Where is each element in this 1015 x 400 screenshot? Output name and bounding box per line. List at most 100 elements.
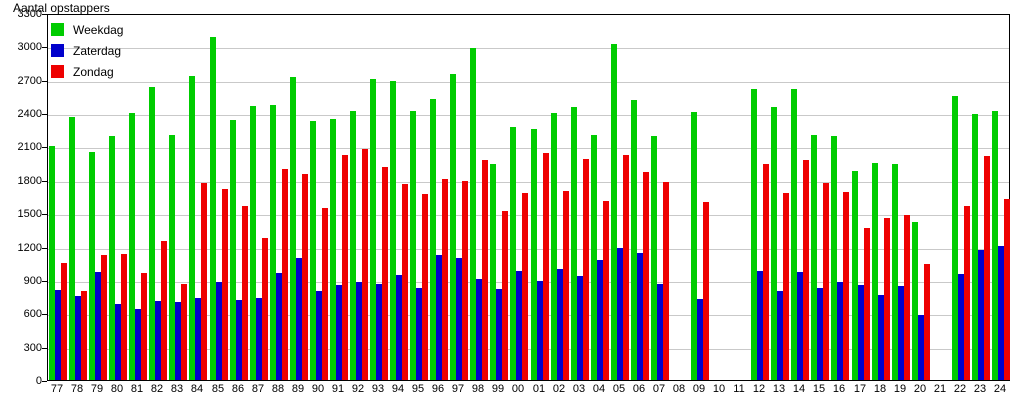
bar-zondag-06: [643, 172, 649, 380]
bar-zaterdag-89: [296, 258, 302, 380]
bar-zondag-00: [522, 193, 528, 380]
bar-weekdag-84: [189, 76, 195, 380]
zondag-swatch: [51, 65, 64, 78]
bar-weekdag-93: [370, 79, 376, 380]
x-tick-label: 01: [532, 383, 546, 395]
legend-item-zaterdag: Zaterdag: [51, 40, 123, 61]
bar-zondag-81: [141, 273, 147, 380]
bar-zaterdag-97: [456, 258, 462, 380]
x-tick-label: 12: [752, 383, 766, 395]
bar-zaterdag-09: [697, 299, 703, 380]
y-axis-tick: [42, 348, 47, 349]
y-axis-tick: [42, 14, 47, 15]
x-tick-label: 15: [812, 383, 826, 395]
x-tick-label: 79: [90, 383, 104, 395]
bar-weekdag-16: [831, 136, 837, 380]
x-tick-label: 94: [391, 383, 405, 395]
bar-zondag-12: [763, 164, 769, 380]
x-tick-label: 84: [190, 383, 204, 395]
x-tick-label: 96: [431, 383, 445, 395]
x-tick-label: 77: [50, 383, 64, 395]
y-axis-tick: [42, 81, 47, 82]
x-tick-label: 97: [451, 383, 465, 395]
bar-zondag-09: [703, 202, 709, 380]
bar-zaterdag-24: [998, 246, 1004, 380]
bar-zaterdag-05: [617, 248, 623, 380]
bar-zaterdag-91: [336, 285, 342, 380]
gridline: [48, 249, 1009, 250]
x-tick-label: 08: [672, 383, 686, 395]
x-tick-label: 17: [853, 383, 867, 395]
bar-zaterdag-13: [777, 291, 783, 380]
bar-weekdag-03: [571, 107, 577, 380]
bar-zondag-95: [422, 194, 428, 380]
x-tick-label: 09: [692, 383, 706, 395]
bar-zaterdag-01: [537, 281, 543, 380]
x-tick-label: 07: [652, 383, 666, 395]
bar-zondag-15: [823, 183, 829, 380]
y-tick-label: 0: [35, 375, 42, 387]
bar-weekdag-87: [250, 106, 256, 380]
bar-zaterdag-12: [757, 271, 763, 380]
x-tick-label: 92: [351, 383, 365, 395]
bar-zaterdag-04: [597, 260, 603, 380]
bar-zaterdag-00: [516, 271, 522, 380]
legend-item-weekdag: Weekdag: [51, 19, 123, 40]
x-tick-label: 22: [953, 383, 967, 395]
bar-weekdag-90: [310, 121, 316, 380]
bar-zaterdag-15: [817, 288, 823, 380]
bar-zondag-96: [442, 179, 448, 380]
bar-weekdag-81: [129, 113, 135, 380]
x-tick-label: 93: [371, 383, 385, 395]
bar-weekdag-89: [290, 77, 296, 380]
bar-weekdag-99: [490, 164, 496, 380]
bar-zaterdag-87: [256, 298, 262, 380]
bar-zondag-07: [663, 182, 669, 380]
bar-zondag-78: [81, 291, 87, 380]
y-tick-label: 2400: [17, 108, 42, 120]
bar-zaterdag-94: [396, 275, 402, 380]
bar-zondag-24: [1004, 199, 1010, 380]
gridline: [48, 315, 1009, 316]
y-axis-tick: [42, 147, 47, 148]
x-tick-label: 05: [612, 383, 626, 395]
bar-zondag-18: [884, 218, 890, 380]
bar-zaterdag-81: [135, 309, 141, 380]
bar-zaterdag-79: [95, 272, 101, 380]
x-tick-label: 20: [913, 383, 927, 395]
chart-title: Aantal opstappers: [13, 1, 110, 15]
bar-zondag-79: [101, 255, 107, 380]
bar-zondag-05: [623, 155, 629, 380]
bar-zondag-87: [262, 238, 268, 380]
bar-zaterdag-16: [837, 282, 843, 380]
bar-zondag-22: [964, 206, 970, 380]
bar-zondag-16: [843, 192, 849, 380]
x-tick-label: 02: [552, 383, 566, 395]
bar-zondag-85: [222, 189, 228, 380]
bar-zondag-94: [402, 184, 408, 380]
legend-item-zondag: Zondag: [51, 61, 123, 82]
x-tick-label: 80: [110, 383, 124, 395]
y-axis-tick: [42, 214, 47, 215]
y-tick-label: 3300: [17, 8, 42, 20]
bar-zondag-90: [322, 208, 328, 380]
bar-zondag-01: [543, 153, 549, 380]
bar-zaterdag-06: [637, 253, 643, 380]
bar-weekdag-13: [771, 107, 777, 380]
bar-zaterdag-96: [436, 255, 442, 380]
y-tick-label: 600: [23, 308, 42, 320]
x-tick-label: 16: [832, 383, 846, 395]
x-tick-label: 21: [933, 383, 947, 395]
bar-zondag-23: [984, 156, 990, 380]
x-tick-label: 86: [231, 383, 245, 395]
bar-zondag-13: [783, 193, 789, 380]
bar-zondag-17: [864, 228, 870, 380]
bar-weekdag-20: [912, 222, 918, 380]
bar-zaterdag-77: [55, 290, 61, 380]
x-tick-label: 83: [170, 383, 184, 395]
bar-zaterdag-83: [175, 302, 181, 380]
bar-weekdag-01: [531, 129, 537, 380]
bar-weekdag-98: [470, 48, 476, 380]
x-tick-label: 13: [772, 383, 786, 395]
bar-weekdag-06: [631, 100, 637, 380]
